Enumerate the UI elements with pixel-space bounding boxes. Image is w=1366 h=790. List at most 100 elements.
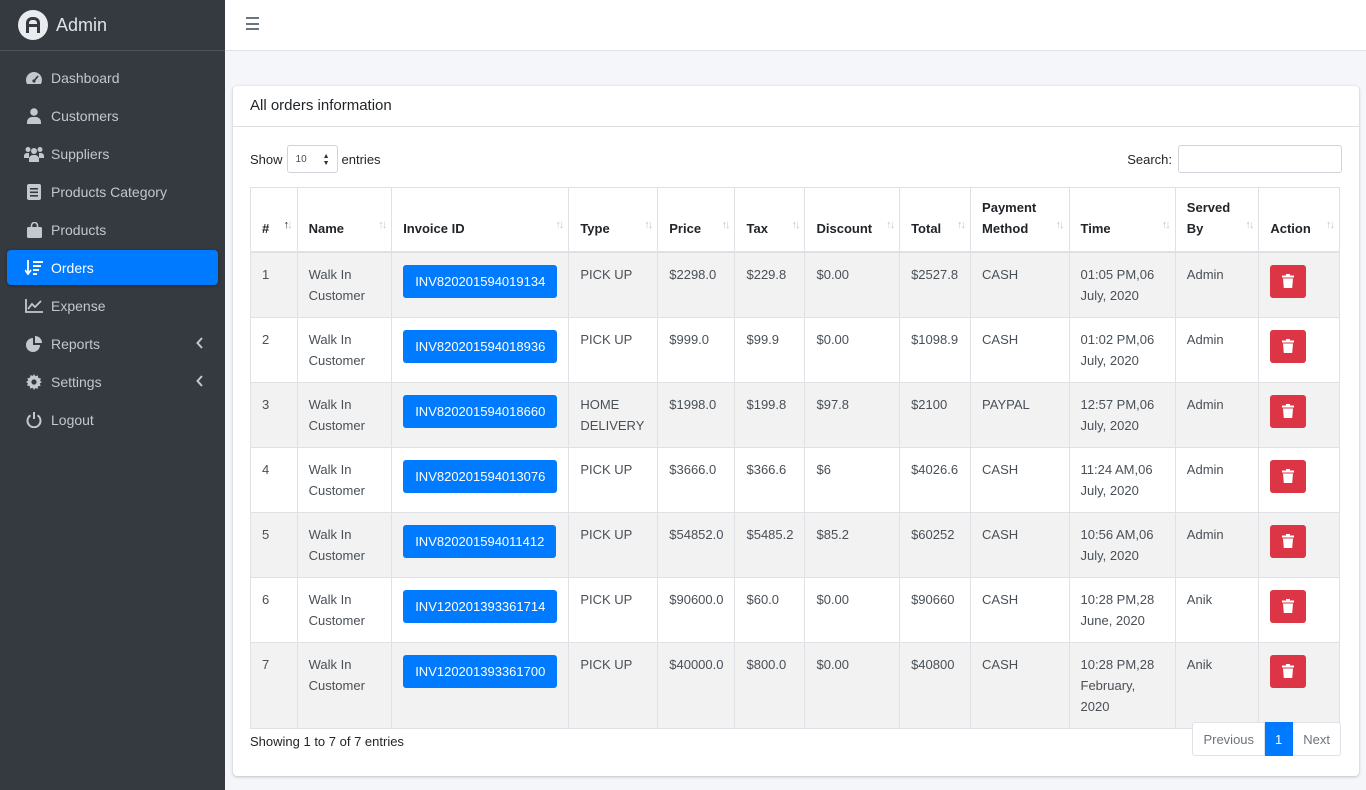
column-header-type[interactable]: Type ↑↓ bbox=[568, 187, 659, 253]
delete-button[interactable] bbox=[1270, 524, 1307, 558]
cell-price: $54852.0 bbox=[657, 511, 736, 578]
cell-tax: $5485.2 bbox=[734, 511, 806, 578]
cell-type: PICK UP bbox=[568, 316, 659, 383]
cell-tax: $60.0 bbox=[734, 576, 806, 643]
sidebar-item-expense[interactable]: Expense bbox=[7, 288, 218, 323]
cell-tax: $99.9 bbox=[734, 316, 806, 383]
sidebar-item-orders[interactable]: Orders bbox=[7, 250, 218, 285]
cell-number: 1 bbox=[250, 251, 298, 318]
invoice-button[interactable]: INV820201594019134 bbox=[403, 264, 558, 298]
cell-type: PICK UP bbox=[568, 446, 659, 513]
sidebar-item-label: Suppliers bbox=[51, 145, 110, 162]
delete-button[interactable] bbox=[1270, 329, 1307, 363]
cell-tax: $229.8 bbox=[734, 251, 806, 318]
sidebar-item-reports[interactable]: Reports bbox=[7, 326, 218, 361]
invoice-button[interactable]: INV120201393361714 bbox=[403, 589, 558, 623]
invoice-button[interactable]: INV820201594018936 bbox=[403, 329, 558, 363]
column-header-name[interactable]: Name ↑↓ bbox=[296, 187, 393, 253]
entries-select[interactable]: 10 ▲ ▼ bbox=[286, 145, 338, 173]
column-header-payment-method[interactable]: Payment Method ↑↓ bbox=[970, 187, 1070, 253]
sort-icon: ↑↓ bbox=[378, 218, 387, 231]
cell-time: 12:57 PM,06 July, 2020 bbox=[1068, 381, 1176, 448]
cell-action bbox=[1258, 576, 1340, 643]
delete-button[interactable] bbox=[1270, 394, 1307, 428]
cell-discount: $85.2 bbox=[804, 511, 901, 578]
tachometer-icon bbox=[24, 69, 44, 87]
delete-button[interactable] bbox=[1270, 589, 1307, 623]
cell-price: $3666.0 bbox=[657, 446, 736, 513]
cell-type: PICK UP bbox=[568, 511, 659, 578]
menu-toggle-icon[interactable] bbox=[246, 17, 259, 30]
cell-served-by: Admin bbox=[1174, 511, 1260, 578]
cell-discount: $0.00 bbox=[804, 641, 901, 729]
orders-card: All orders information Show 10 ▲ ▼ entrie… bbox=[233, 86, 1359, 776]
column-header-discount[interactable]: Discount ↑↓ bbox=[804, 187, 901, 253]
column-header-served-by[interactable]: Served By ↑↓ bbox=[1174, 187, 1260, 253]
sort-icon: ↑↓ bbox=[1161, 218, 1171, 231]
cell-total: $4026.6 bbox=[899, 446, 972, 513]
cell-number: 2 bbox=[250, 316, 298, 383]
sidebar-item-products[interactable]: Products bbox=[7, 212, 218, 247]
search-input[interactable] bbox=[1178, 145, 1342, 173]
delete-button[interactable] bbox=[1270, 264, 1307, 298]
invoice-button[interactable]: INV820201594018660 bbox=[403, 394, 558, 428]
user-icon bbox=[24, 107, 44, 125]
trash-icon bbox=[1282, 534, 1295, 548]
trash-icon bbox=[1282, 664, 1295, 678]
sidebar-item-settings[interactable]: Settings bbox=[7, 364, 218, 399]
column-header-tax[interactable]: Tax ↑↓ bbox=[734, 187, 806, 253]
table-info: Showing 1 to 7 of 7 entries bbox=[250, 734, 404, 749]
people-icon bbox=[24, 145, 44, 163]
page-1-button[interactable]: 1 bbox=[1265, 722, 1294, 756]
cell-name: Walk In Customer bbox=[296, 641, 393, 729]
brand-link[interactable]: Admin bbox=[0, 0, 225, 51]
cell-name: Walk In Customer bbox=[296, 511, 393, 578]
card-title: All orders information bbox=[233, 86, 1359, 127]
column-header-time[interactable]: Time ↑↓ bbox=[1068, 187, 1176, 253]
column-header-action[interactable]: Action ↑↓ bbox=[1258, 187, 1340, 253]
invoice-button[interactable]: INV820201594011412 bbox=[403, 524, 557, 558]
next-page-button[interactable]: Next bbox=[1293, 722, 1341, 756]
pagination: Previous 1 Next bbox=[1192, 722, 1341, 756]
cell-total: $1098.9 bbox=[899, 316, 972, 383]
cell-served-by: Admin bbox=[1174, 316, 1260, 383]
table-row: 1 Walk In Customer INV820201594019134 PICK … bbox=[250, 251, 1340, 318]
column-header-price[interactable]: Price ↑↓ bbox=[657, 187, 736, 253]
sort-icon: ↑↓ bbox=[644, 218, 653, 231]
delete-button[interactable] bbox=[1270, 459, 1307, 493]
column-header-number[interactable]: # ↑↓ bbox=[250, 187, 298, 253]
sort-icon: ↑↓ bbox=[791, 218, 800, 231]
sidebar-item-suppliers[interactable]: Suppliers bbox=[7, 136, 218, 171]
cell-action bbox=[1258, 641, 1340, 729]
invoice-button[interactable]: INV120201393361700 bbox=[403, 654, 558, 688]
cell-payment-method: PAYPAL bbox=[970, 381, 1070, 448]
cell-total: $60252 bbox=[899, 511, 972, 578]
cell-time: 10:56 AM,06 July, 2020 bbox=[1068, 511, 1176, 578]
sort-list-icon bbox=[24, 259, 44, 277]
table-row: 7 Walk In Customer INV120201393361700 PICK … bbox=[250, 641, 1340, 729]
sidebar-item-products-category[interactable]: Products Category bbox=[7, 174, 218, 209]
entries-label: entries bbox=[341, 151, 381, 167]
cell-tax: $199.8 bbox=[734, 381, 806, 448]
cell-discount: $97.8 bbox=[804, 381, 901, 448]
cell-payment-method: CASH bbox=[970, 576, 1070, 643]
column-header-invoice-id[interactable]: Invoice ID ↑↓ bbox=[391, 187, 570, 253]
cell-discount: $6 bbox=[804, 446, 901, 513]
delete-button[interactable] bbox=[1270, 654, 1307, 688]
sidebar-item-dashboard[interactable]: Dashboard bbox=[7, 60, 218, 95]
column-header-total[interactable]: Total ↑↓ bbox=[899, 187, 972, 253]
cell-payment-method: CASH bbox=[970, 446, 1070, 513]
sort-icon: ↑↓ bbox=[886, 218, 895, 231]
cell-discount: $0.00 bbox=[804, 316, 901, 383]
sidebar-item-customers[interactable]: Customers bbox=[7, 98, 218, 133]
invoice-button[interactable]: INV820201594013076 bbox=[403, 459, 558, 493]
sidebar-item-label: Logout bbox=[51, 411, 94, 428]
cell-type: PICK UP bbox=[568, 641, 659, 729]
cell-number: 6 bbox=[250, 576, 298, 643]
table-controls: Show 10 ▲ ▼ entries Search: bbox=[250, 145, 1342, 173]
sidebar-item-label: Orders bbox=[51, 259, 94, 276]
table-row: 2 Walk In Customer INV820201594018936 PICK … bbox=[250, 316, 1340, 383]
cell-payment-method: CASH bbox=[970, 316, 1070, 383]
previous-page-button[interactable]: Previous bbox=[1192, 722, 1266, 756]
sidebar-item-logout[interactable]: Logout bbox=[7, 402, 218, 437]
